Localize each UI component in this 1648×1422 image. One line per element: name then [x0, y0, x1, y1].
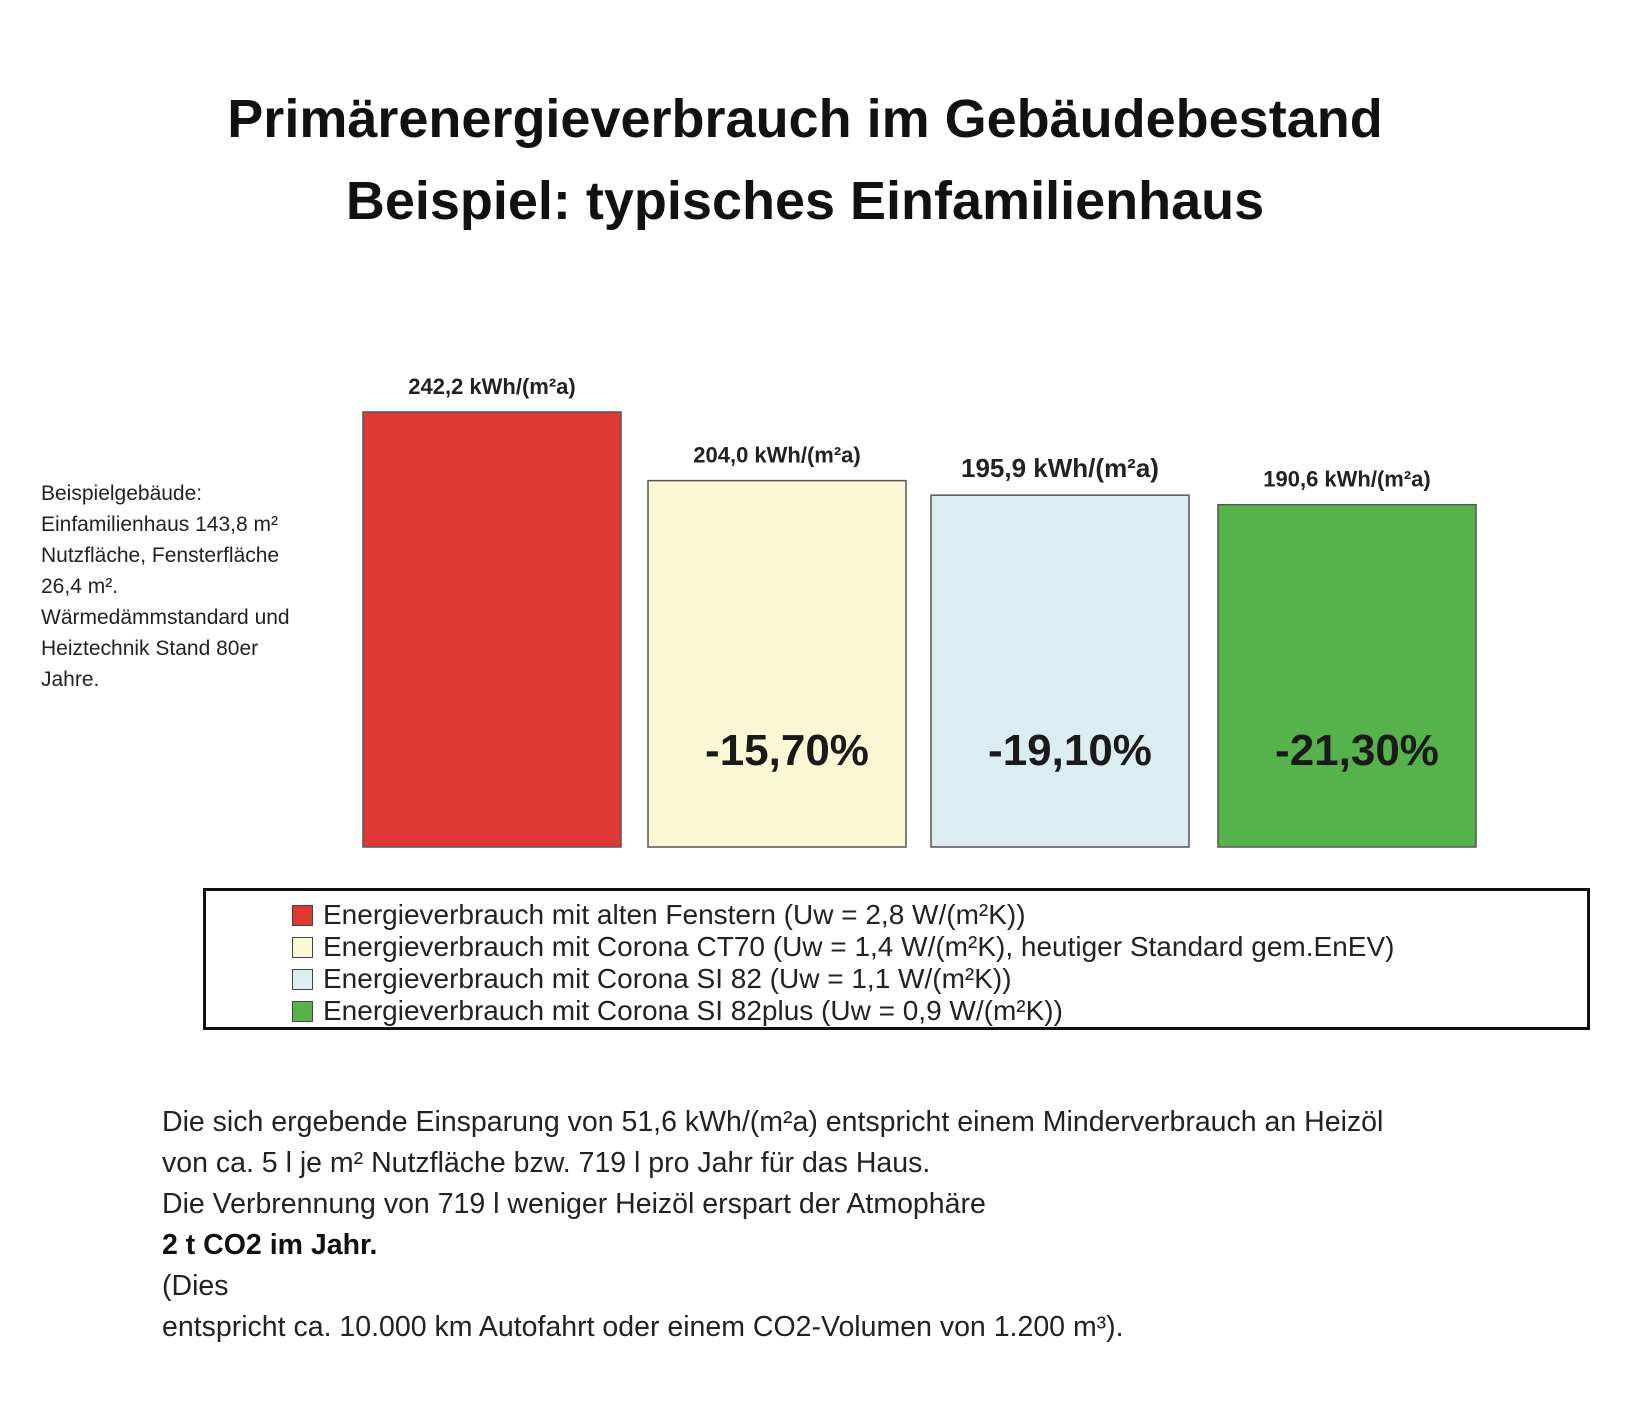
chart-subtitle: Beispiel: typisches Einfamilienhaus	[345, 171, 1265, 231]
bar-4	[1217, 503, 1477, 848]
explanation-line: entspricht ca. 10.000 km Autofahrt oder …	[162, 1311, 1124, 1343]
side-note-line: Wärmedämmstandard und	[41, 606, 290, 629]
side-note-line: Heiztechnik Stand 80er	[41, 637, 259, 660]
side-note-line: Nutzfläche, Fensterfläche	[41, 544, 280, 567]
side-note-line: Beispielgebäude:	[41, 482, 203, 505]
bar-value-label: 190,6 kWh/(m²a)	[1263, 467, 1431, 492]
co2-savings-highlight: 2 t CO2 im Jahr.	[162, 1229, 378, 1261]
legend-swatch	[292, 937, 313, 958]
explanation-line: Die sich ergebende Einsparung von 51,6 k…	[162, 1106, 1384, 1138]
chart-legend: Energieverbrauch mit alten Fenstern (Uw …	[203, 888, 1590, 1030]
explanation-text: Die sich ergebende Einsparung von 51,6 k…	[162, 1102, 1582, 1348]
explanation-line: Die Verbrennung von 719 l weniger Heizöl…	[162, 1184, 1582, 1307]
side-note-line: Jahre.	[41, 668, 100, 691]
bar-percent-label: -15,70%	[705, 726, 869, 775]
bar-2	[647, 479, 907, 848]
bar-percent-label: -21,30%	[1275, 726, 1439, 775]
bar-1	[362, 411, 622, 848]
explanation-segment: (Dies	[162, 1270, 229, 1302]
legend-swatch	[292, 1001, 313, 1022]
legend-swatch	[292, 905, 313, 926]
legend-label: Energieverbrauch mit Corona SI 82plus (U…	[323, 995, 1063, 1026]
legend-label: Energieverbrauch mit alten Fenstern (Uw …	[323, 899, 1026, 930]
bar-value-label: 204,0 kWh/(m²a)	[693, 443, 861, 468]
side-note: Beispielgebäude: Einfamilienhaus 143,8 m…	[41, 478, 341, 695]
explanation-line: von ca. 5 l je m² Nutzfläche bzw. 719 l …	[162, 1147, 931, 1179]
side-note-line: Einfamilienhaus 143,8 m²	[41, 513, 278, 536]
bar-percent-label: -19,10%	[988, 726, 1152, 775]
legend-swatch	[292, 969, 313, 990]
legend-label: Energieverbrauch mit Corona CT70 (Uw = 1…	[323, 931, 1395, 962]
bar-value-label: 242,2 kWh/(m²a)	[408, 374, 576, 399]
chart-title: Primärenergieverbrauch im Gebäudebestand	[227, 89, 1383, 149]
bar-value-label: 195,9 kWh/(m²a)	[961, 453, 1159, 483]
bar-3	[930, 494, 1190, 848]
explanation-segment: Die Verbrennung von 719 l weniger Heizöl…	[162, 1188, 986, 1220]
legend-label: Energieverbrauch mit Corona SI 82 (Uw = …	[323, 963, 1012, 994]
side-note-line: 26,4 m².	[41, 575, 119, 598]
